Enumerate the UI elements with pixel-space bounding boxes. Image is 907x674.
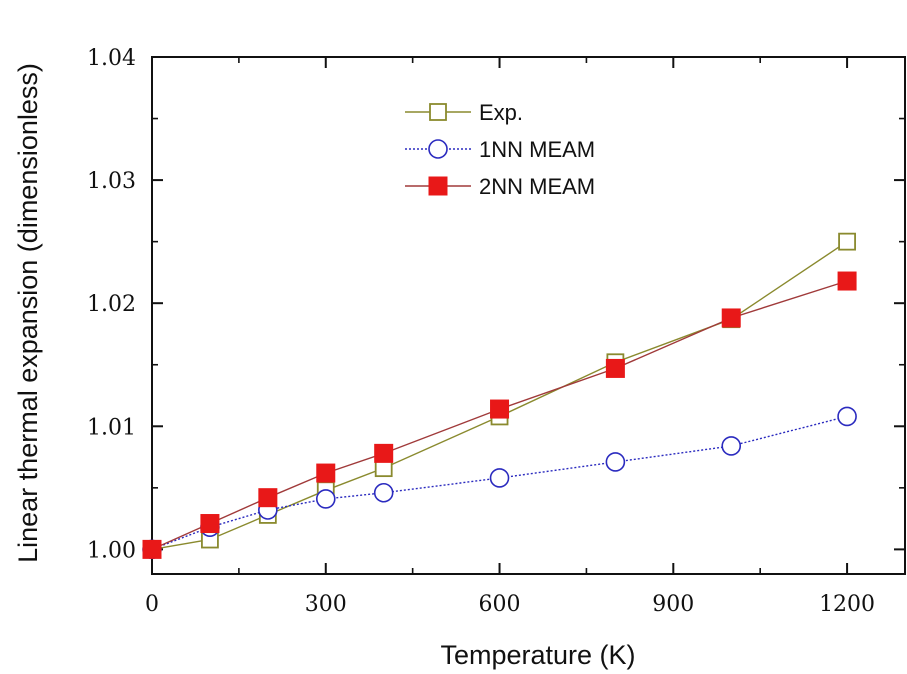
data-point	[200, 514, 220, 534]
data-point	[489, 468, 510, 488]
data-point	[373, 482, 394, 503]
x-axis-ticks: 0 300 600 900 1200	[145, 57, 875, 617]
plot-border	[151, 56, 906, 575]
data-point	[142, 539, 162, 559]
y-tick-label: 1.04	[87, 46, 136, 71]
legend-item: Exp.	[405, 100, 523, 125]
data-point	[837, 406, 857, 427]
legend-item: 1NN MEAM	[405, 137, 595, 162]
data-point	[721, 436, 742, 456]
data-point	[837, 271, 857, 291]
x-tick-label: 1200	[819, 592, 875, 617]
legend-label: 2NN MEAM	[479, 174, 595, 199]
data-point	[838, 232, 856, 251]
y-tick-label: 1.02	[87, 292, 136, 317]
data-point	[315, 489, 336, 509]
data-point	[258, 488, 278, 508]
legend-marker	[428, 139, 448, 159]
x-tick-label: 300	[305, 592, 347, 617]
y-axis-ticks: 1.00 1.01 1.02 1.03 1.04	[87, 46, 905, 563]
data-point	[605, 452, 626, 472]
y-tick-label: 1.03	[87, 169, 136, 194]
plot-frame	[151, 56, 906, 575]
data-point	[490, 399, 510, 419]
y-tick-label: 1.01	[87, 415, 136, 440]
legend-item: 2NN MEAM	[405, 174, 595, 199]
legend: Exp. 1NN MEAM 2NN MEAM	[405, 100, 595, 199]
series-layer	[142, 232, 857, 560]
data-point	[605, 358, 625, 378]
x-tick-label: 0	[145, 592, 159, 617]
legend-marker	[428, 176, 448, 196]
data-point	[374, 443, 394, 463]
x-tick-label: 900	[652, 592, 694, 617]
y-tick-label: 1.00	[87, 538, 136, 563]
x-tick-label: 600	[479, 592, 521, 617]
data-point	[721, 308, 741, 328]
series-3	[142, 271, 857, 559]
legend-marker	[429, 103, 447, 121]
y-axis-title: Linear thermal expansion (dimensionless)	[13, 63, 43, 563]
data-point	[316, 463, 336, 483]
legend-label: Exp.	[479, 100, 523, 125]
x-axis-title: Temperature (K)	[440, 640, 635, 670]
legend-label: 1NN MEAM	[479, 137, 595, 162]
